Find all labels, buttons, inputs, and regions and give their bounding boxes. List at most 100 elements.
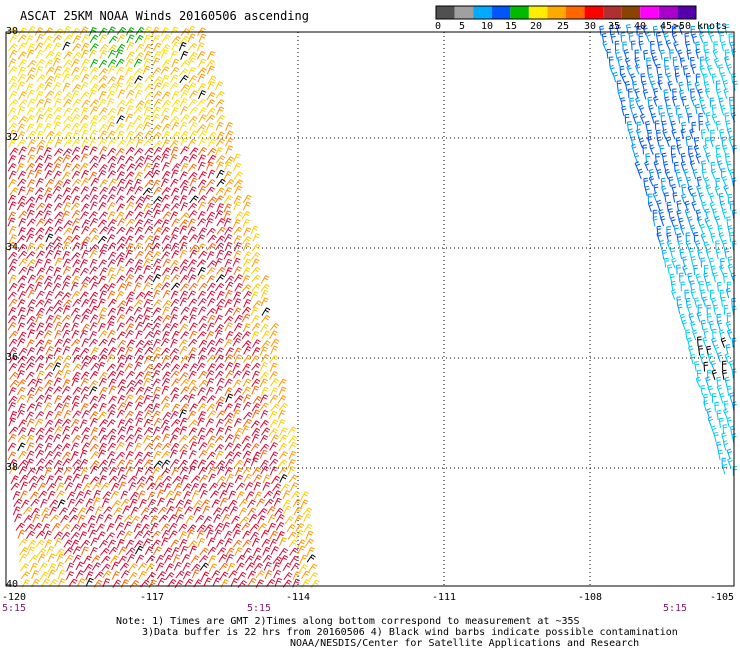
wind-barb	[702, 336, 708, 348]
wind-barb	[244, 481, 254, 491]
wind-barb	[200, 499, 210, 508]
wind-barb	[97, 170, 107, 179]
wind-barb	[120, 498, 130, 507]
wind-barb	[161, 442, 172, 451]
wind-barb	[67, 498, 76, 508]
wind-barb	[242, 363, 251, 372]
wind-barb	[94, 571, 104, 580]
wind-barb	[599, 25, 605, 36]
wind-barb	[170, 370, 180, 379]
wind-barb	[224, 322, 233, 332]
wind-barb	[243, 251, 252, 261]
wind-barb	[234, 474, 244, 484]
wind-barb	[197, 154, 207, 164]
wind-barb	[40, 498, 48, 508]
wind-barb	[44, 193, 53, 203]
wind-barb	[152, 329, 162, 339]
wind-barb	[117, 402, 127, 411]
wind-barb	[142, 530, 152, 539]
wind-barb	[728, 232, 734, 243]
wind-barb	[8, 241, 17, 251]
wind-barb	[242, 418, 252, 427]
wind-barb	[720, 168, 726, 179]
wind-barb	[690, 26, 696, 36]
wind-barb	[681, 319, 687, 331]
wind-barb	[134, 34, 144, 44]
wind-barb	[693, 264, 698, 275]
wind-barb	[215, 385, 224, 395]
wind-barb	[123, 530, 133, 539]
wind-barb	[234, 211, 244, 220]
wind-barb	[260, 314, 271, 323]
wind-barb	[659, 240, 665, 251]
lat-label-40: 40	[6, 579, 19, 590]
wind-barb	[197, 67, 207, 76]
wind-barb	[282, 562, 292, 571]
wind-barb	[211, 570, 221, 579]
wind-barb	[89, 83, 100, 92]
wind-barb	[105, 532, 116, 541]
wind-barb	[106, 130, 116, 139]
legend-frame	[435, 5, 697, 20]
wind-barb	[26, 227, 36, 236]
wind-barb	[170, 242, 180, 252]
wind-barb	[162, 433, 171, 443]
wind-barb	[724, 248, 730, 259]
wind-barb	[637, 168, 644, 180]
wind-barb	[711, 104, 717, 115]
wind-barb	[224, 242, 233, 251]
wind-barb	[143, 307, 152, 316]
wind-barb	[666, 240, 672, 251]
wind-barb	[631, 40, 636, 51]
wind-barb	[63, 26, 72, 35]
wind-barb	[198, 339, 208, 349]
wind-barb	[198, 107, 208, 116]
wind-barb	[620, 72, 627, 84]
wind-barb	[135, 321, 144, 331]
wind-barb	[728, 33, 734, 44]
wind-barb	[233, 242, 242, 252]
wind-barb	[26, 89, 36, 99]
wind-barb	[63, 131, 73, 140]
wind-barb	[287, 531, 297, 540]
wind-barb	[124, 179, 134, 189]
wind-barb	[134, 274, 144, 283]
wind-barb	[651, 113, 657, 124]
wind-barb	[26, 403, 36, 412]
wind-barb	[81, 474, 90, 484]
wind-barb	[101, 498, 110, 508]
wind-barb	[225, 473, 234, 483]
wind-barb	[208, 554, 217, 564]
wind-barb	[63, 34, 73, 43]
wind-barb	[144, 179, 154, 188]
wind-barb	[23, 514, 33, 523]
wind-barb	[153, 146, 163, 156]
wind-barb	[199, 547, 209, 556]
wind-barb	[188, 386, 198, 395]
wind-barb	[251, 433, 260, 443]
wind-barb	[183, 490, 192, 500]
wind-barb	[17, 243, 27, 253]
wind-barb	[698, 113, 703, 123]
wind-barb	[610, 33, 616, 44]
lat-lon-grid	[6, 32, 734, 586]
wind-barb	[26, 315, 36, 324]
wind-barb	[188, 282, 198, 291]
wind-barb	[115, 290, 125, 300]
wind-barb	[304, 538, 314, 547]
wind-barb	[690, 56, 695, 67]
wind-barb	[215, 396, 225, 405]
wind-barb	[69, 514, 79, 523]
wind-barb	[647, 193, 653, 204]
wind-barb	[54, 138, 63, 148]
wind-barb	[219, 497, 228, 507]
wind-barb	[107, 539, 117, 549]
wind-barb	[657, 73, 663, 84]
wind-barb	[53, 377, 62, 387]
wind-barb	[171, 427, 181, 436]
wind-barb	[89, 249, 98, 259]
wind-barb	[180, 155, 189, 165]
wind-barb	[126, 425, 135, 435]
wind-barb	[125, 249, 133, 259]
wind-barb	[264, 498, 274, 507]
